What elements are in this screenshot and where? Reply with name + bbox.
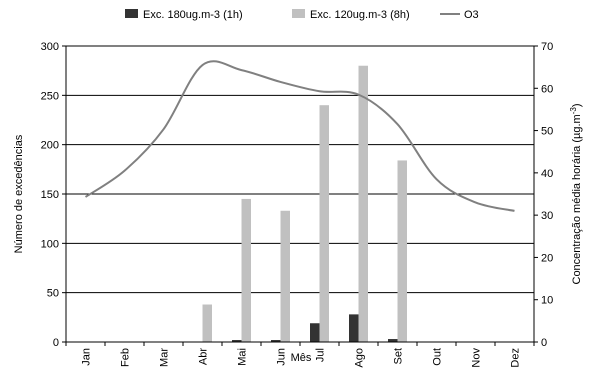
right-tick-label: 50 bbox=[541, 126, 553, 138]
x-tick-label-set: Set bbox=[393, 348, 405, 365]
legend-swatch-exc-180 bbox=[125, 9, 138, 18]
x-tick-label-jun: Jun bbox=[276, 348, 288, 366]
o3-line-layer bbox=[84, 60, 515, 212]
bar-exc-120-set bbox=[397, 160, 407, 342]
x-tick-label-mai: Mai bbox=[237, 348, 249, 366]
left-axis-ticks: 0 50 100 150 200 250 300 bbox=[41, 41, 66, 349]
right-tick-label: 30 bbox=[541, 210, 553, 222]
bar-exc-120-abr bbox=[202, 304, 212, 342]
right-tick-label: 40 bbox=[541, 168, 553, 180]
right-tick-label: 20 bbox=[541, 252, 553, 264]
bars bbox=[202, 65, 407, 342]
left-tick-label: 0 bbox=[53, 337, 59, 349]
legend-swatch-exc-120 bbox=[292, 9, 305, 18]
right-axis-title-main: Concentração média horária (µg.m bbox=[571, 114, 583, 284]
right-axis-title-close: ) bbox=[571, 104, 583, 108]
bar-exc-180-jun bbox=[271, 340, 281, 342]
x-tick-label-ago: Ago bbox=[354, 348, 366, 368]
x-tick-label-dez: Dez bbox=[510, 348, 522, 368]
bar-exc-180-jul bbox=[310, 323, 320, 342]
bar-exc-180-set bbox=[388, 339, 398, 342]
bar-exc-120-ago bbox=[358, 65, 368, 342]
legend: Exc. 180ug.m-3 (1h) Exc. 120ug.m-3 (8h) O3 bbox=[125, 9, 479, 21]
x-tick-label-feb: Feb bbox=[120, 348, 132, 367]
right-axis-title: Concentração média horária (µg.m-3) bbox=[569, 104, 584, 285]
bar-exc-120-mai bbox=[241, 198, 251, 342]
legend-label-exc-180: Exc. 180ug.m-3 (1h) bbox=[143, 9, 243, 21]
left-tick-label: 250 bbox=[41, 90, 59, 102]
left-tick-label: 200 bbox=[41, 140, 59, 152]
left-tick-label: 50 bbox=[47, 288, 59, 300]
left-tick-label: 100 bbox=[41, 238, 59, 250]
bar-exc-180-mai bbox=[232, 340, 242, 342]
left-tick-label: 150 bbox=[41, 189, 59, 201]
x-tick-label-mar: Mar bbox=[159, 348, 171, 367]
x-axis-title: Mês bbox=[291, 352, 312, 364]
bar-exc-120-jul bbox=[319, 105, 329, 342]
right-axis-title-superscript: -3 bbox=[569, 107, 578, 115]
right-tick-label: 60 bbox=[541, 83, 553, 95]
left-tick-label: 300 bbox=[41, 41, 59, 53]
right-axis-ticks: 0 10 20 30 40 50 60 70 bbox=[534, 41, 553, 349]
legend-label-o3: O3 bbox=[464, 9, 479, 21]
x-tick-label-jan: Jan bbox=[81, 348, 93, 366]
x-tick-label-nov: Nov bbox=[471, 348, 483, 368]
left-axis-title: Número de excedências bbox=[13, 134, 25, 253]
gridlines bbox=[66, 45, 534, 294]
x-tick-label-jul: Jul bbox=[315, 348, 327, 362]
right-tick-label: 0 bbox=[541, 337, 547, 349]
x-tick-label-abr: Abr bbox=[198, 348, 210, 365]
right-tick-label: 70 bbox=[541, 41, 553, 53]
right-tick-label: 10 bbox=[541, 295, 553, 307]
bar-exc-180-ago bbox=[349, 314, 359, 342]
bar-exc-120-jun bbox=[280, 210, 290, 342]
o3-line bbox=[84, 60, 515, 212]
legend-label-exc-120: Exc. 120ug.m-3 (8h) bbox=[310, 9, 410, 21]
x-tick-label-out: Out bbox=[432, 348, 444, 366]
x-axis-ticks: Jan Feb Mar Abr Mai Jun Jul Ago Set Out Nov Dez bbox=[65, 342, 535, 368]
